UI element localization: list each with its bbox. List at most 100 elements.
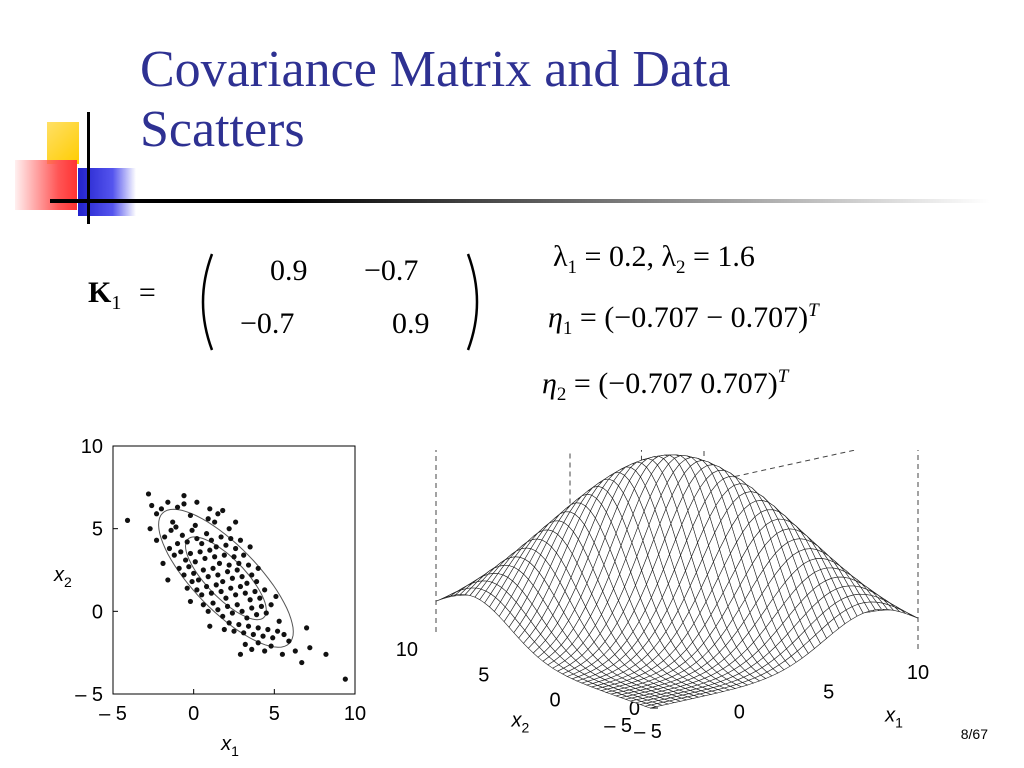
scatter-point	[187, 550, 194, 557]
scatter-point	[224, 603, 231, 609]
scatter-point	[307, 645, 313, 651]
scatter-point	[249, 605, 255, 611]
scatter-point	[249, 572, 255, 578]
lambda2-value: = 1.6	[685, 240, 755, 273]
surface-x1-tick-label: 10	[907, 662, 929, 684]
scatter-point	[228, 585, 234, 591]
scatter-point	[239, 574, 245, 580]
scatter-point	[203, 531, 210, 537]
scatter-point	[124, 517, 131, 523]
scatter-point	[205, 516, 211, 522]
scatter-point	[205, 608, 211, 614]
scatter-point	[165, 577, 171, 583]
scatter-point	[153, 511, 160, 517]
scatter-point	[228, 535, 234, 542]
scatter-point	[147, 526, 153, 532]
scatter-point	[176, 565, 182, 571]
scatter-point	[226, 562, 232, 568]
slide-title-line1: Covariance Matrix and Data	[140, 41, 731, 98]
eta2-transpose: T	[777, 366, 789, 387]
scatter-point	[207, 547, 213, 553]
scatter-x-tick-label: 5	[269, 703, 280, 725]
scatter-point	[239, 608, 245, 614]
scatter-point	[268, 643, 274, 649]
matrix-symbol: K	[88, 276, 112, 309]
deco-vertical-line	[87, 112, 90, 224]
scatter-point	[236, 621, 242, 628]
eta2-value: = (−0.707 0.707)	[566, 367, 778, 400]
scatter-point	[231, 554, 237, 560]
scatter-y-axis-label: x2	[53, 564, 72, 590]
matrix-cell-2-2: 0.9	[392, 307, 430, 340]
surface-x2-tick-label: – 5	[604, 715, 632, 737]
scatter-point	[212, 519, 218, 525]
scatter-point	[223, 595, 229, 601]
scatter-y-tick-label: 5	[92, 519, 103, 541]
scatter-point	[208, 590, 215, 596]
scatter-point	[241, 552, 247, 558]
title-underline	[50, 199, 990, 203]
scatter-point	[220, 578, 226, 585]
scatter-point	[281, 631, 287, 638]
scatter-point	[224, 569, 231, 575]
slide-title-line2: Scatters	[140, 101, 305, 158]
scatter-point	[244, 615, 250, 621]
scatter-point	[233, 592, 239, 598]
matrix-cell-1-1: 0.9	[270, 254, 308, 287]
scatter-point	[262, 648, 268, 654]
surface-mesh	[435, 454, 919, 709]
scatter-point	[262, 587, 268, 593]
scatter-point	[234, 602, 240, 608]
scatter-point	[197, 549, 203, 555]
scatter-point	[242, 641, 248, 647]
scatter-point	[184, 539, 190, 545]
scatter-point	[237, 583, 244, 590]
surface-x2-tick-label: 0	[550, 690, 561, 712]
scatter-point	[199, 540, 205, 547]
scatter-point	[195, 577, 202, 583]
scatter-point	[249, 646, 255, 652]
scatter-point	[165, 499, 171, 505]
scatter-point	[342, 676, 348, 682]
scatter-point	[205, 574, 211, 580]
matrix-cell-2-1: −0.7	[240, 307, 295, 340]
scatter-point	[168, 527, 174, 533]
scatter-point	[233, 519, 239, 525]
scatter-point	[292, 648, 298, 654]
scatter-point	[210, 565, 216, 571]
scatter-point	[273, 593, 279, 600]
covariance-ellipse	[184, 536, 267, 621]
scatter-point	[252, 588, 258, 595]
scatter-point	[203, 583, 210, 590]
scatter-point	[257, 595, 263, 601]
surface-x1-axis-label: x1	[884, 704, 903, 730]
scatter-point	[199, 592, 205, 598]
scatter-point	[221, 552, 227, 558]
surface-x2-tick-label: 10	[396, 639, 418, 661]
scatter-point	[220, 507, 226, 514]
scatter-point	[215, 607, 221, 613]
deco-yellow-square	[47, 122, 79, 164]
scatter-point	[220, 613, 226, 619]
lambda1-value: = 0.2,	[577, 240, 662, 273]
scatter-point	[207, 623, 213, 629]
scatter-point	[192, 559, 198, 565]
scatter-point	[179, 532, 185, 538]
scatter-point	[160, 560, 166, 566]
eigenvector-1: η1 = (−0.707 − 0.707)T	[548, 300, 819, 340]
scatter-axes-box	[112, 445, 356, 695]
surface-x1-tick-label: 5	[823, 682, 834, 704]
scatter-point	[247, 597, 253, 603]
scatter-point	[183, 557, 189, 563]
scatter-point	[279, 651, 285, 657]
scatter-point	[255, 565, 261, 571]
scatter-point	[253, 578, 260, 585]
scatter-point	[212, 554, 218, 560]
scatter-point	[231, 628, 237, 634]
surface-x2-tick-label: 5	[478, 664, 489, 686]
scatter-point	[226, 620, 232, 626]
scatter-point	[268, 602, 274, 608]
scatter-x-tick-label: 10	[344, 703, 366, 725]
slide-title: Covariance Matrix and Data Scatters	[140, 40, 1000, 160]
